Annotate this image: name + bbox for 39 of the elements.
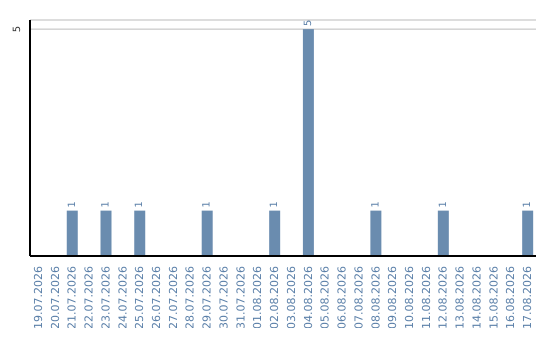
x-tick-label: 24.07.2026 (116, 266, 130, 329)
x-tick-label: 14.08.2026 (470, 266, 484, 329)
data-label: 1 (134, 201, 146, 208)
data-label: 1 (269, 201, 280, 208)
x-tick-label: 04.08.2026 (302, 266, 315, 329)
data-label: 1 (66, 201, 78, 208)
x-tick-label: 31.07.2026 (234, 266, 248, 329)
x-tick-label: 06.08.2026 (336, 266, 349, 329)
x-tick-label: 09.08.2026 (386, 266, 400, 329)
x-tick-label: 19.07.2026 (32, 266, 45, 329)
x-tick-label: 27.07.2026 (166, 266, 180, 329)
x-tick-label: 10.08.2026 (403, 266, 416, 329)
x-tick-label: 05.08.2026 (318, 266, 332, 329)
data-label: 1 (370, 201, 382, 208)
x-tick-label: 20.07.2026 (48, 266, 62, 329)
data-label: 1 (522, 201, 534, 208)
x-tick-label: 12.08.2026 (436, 266, 450, 329)
x-tick-label: 21.07.2026 (66, 266, 79, 329)
x-tick-label: 17.08.2026 (521, 266, 534, 329)
x-tick-label: 22.07.2026 (82, 266, 96, 329)
x-tick-label: 01.08.2026 (251, 266, 264, 329)
data-label: 1 (202, 201, 213, 208)
x-tick-label: 03.08.2026 (284, 266, 298, 329)
x-tick-label: 16.08.2026 (504, 266, 518, 329)
data-label: 5 (302, 20, 314, 26)
x-tick-label: 07.08.2026 (352, 266, 366, 329)
data-label: 1 (100, 201, 112, 208)
x-tick-label: 28.07.2026 (184, 266, 197, 329)
x-tick-label: 26.07.2026 (150, 266, 163, 329)
x-tick-label: 13.08.2026 (454, 266, 467, 329)
x-tick-label: 23.07.2026 (99, 266, 112, 329)
data-label: 1 (438, 201, 449, 208)
x-tick-label: 30.07.2026 (217, 266, 230, 329)
x-tick-label: 25.07.2026 (133, 266, 146, 329)
x-tick-label: 08.08.2026 (369, 266, 382, 329)
x-tick-label: 15.08.2026 (487, 266, 500, 329)
x-tick-label: 29.07.2026 (200, 266, 214, 329)
x-tick-label: 11.08.2026 (420, 266, 433, 329)
x-tick-label: 02.08.2026 (268, 266, 282, 329)
